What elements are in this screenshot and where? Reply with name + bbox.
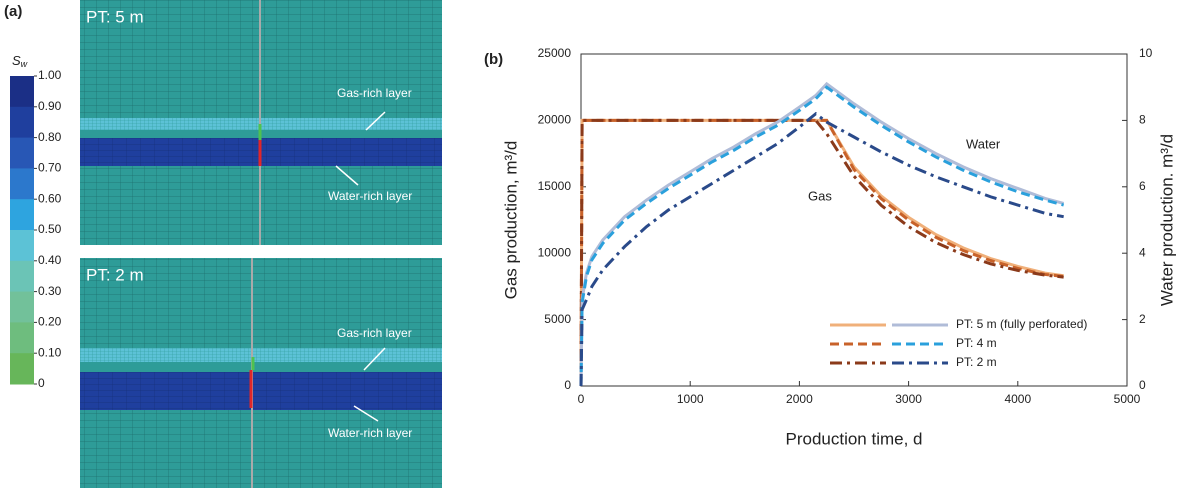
- y2-tick-label: 2: [1139, 312, 1146, 326]
- x-tick-label: 1000: [677, 392, 704, 406]
- panel-label: (a): [4, 3, 22, 20]
- view-image: [80, 258, 442, 488]
- y-axis-title: Gas production, m³/d: [501, 141, 520, 300]
- series-line: [579, 111, 1064, 387]
- x-tick-label: 0: [578, 392, 585, 406]
- y2-tick-label: 0: [1139, 378, 1146, 392]
- series-line: [579, 85, 1065, 387]
- colorbar-tick-label: 0.50: [38, 222, 62, 236]
- legend-label: PT: 2 m: [956, 355, 997, 369]
- x-tick-label: 2000: [786, 392, 813, 406]
- colorbar-tick-label: 0.30: [38, 284, 62, 298]
- y-tick-label: 5000: [544, 312, 571, 326]
- y-tick-label: 0: [564, 378, 571, 392]
- colorbar-title: Sw: [12, 53, 28, 69]
- colorbar-tick-label: 0.40: [38, 253, 62, 267]
- colorbar-tick-label: 0: [38, 376, 45, 390]
- view-label: PT: 2 m: [86, 265, 144, 284]
- x-tick-label: 4000: [1004, 392, 1031, 406]
- colorbar-band: [10, 76, 34, 108]
- gas-layer-label: Gas-rich layer: [337, 86, 412, 100]
- y2-tick-label: 4: [1139, 245, 1146, 259]
- panel-label: (b): [484, 51, 503, 68]
- gas-layer-label: Gas-rich layer: [337, 326, 412, 340]
- x-axis-title: Production time, d: [785, 429, 922, 448]
- annotation: Water: [966, 136, 1001, 151]
- colorbar: 1.00 0.90 0.80 0.70 0.60 0.50 0.40 0.30 0.20 0.10…: [10, 68, 62, 390]
- y-tick-label: 20000: [538, 113, 572, 127]
- colorbar-tick-label: 0.10: [38, 345, 62, 359]
- colorbar-band: [10, 199, 34, 231]
- legend-label: PT: 5 m (fully perforated): [956, 317, 1087, 331]
- x-tick-label: 3000: [895, 392, 922, 406]
- x-tick-label: 5000: [1114, 392, 1141, 406]
- view-image: [80, 0, 442, 245]
- colorbar-band: [10, 230, 34, 262]
- series-line: [579, 81, 1065, 387]
- colorbar-tick-label: 0.70: [38, 161, 62, 175]
- annotation: Gas: [808, 188, 832, 203]
- plot-area: 0 1000 2000 3000 4000 50000500010000150002000…: [538, 46, 1153, 406]
- colorbar-band: [10, 260, 34, 293]
- colorbar-title-main: S: [12, 53, 21, 68]
- colorbar-band: [10, 322, 34, 354]
- y2-tick-label: 10: [1139, 46, 1153, 60]
- legend-label: PT: 4 m: [956, 336, 997, 350]
- colorbar-tick-label: 0.60: [38, 191, 62, 205]
- colorbar-tick-label: 0.20: [38, 315, 62, 329]
- y-tick-label: 25000: [538, 46, 572, 60]
- colorbar-title-sub: w: [21, 59, 28, 69]
- y2-tick-label: 6: [1139, 179, 1146, 193]
- y-tick-label: 10000: [538, 245, 572, 259]
- colorbar-band: [10, 291, 34, 323]
- colorbar-tick-label: 1.00: [38, 68, 62, 82]
- colorbar-band: [10, 353, 34, 385]
- y2-tick-label: 8: [1139, 113, 1146, 127]
- colorbar-tick-label: 0.80: [38, 130, 62, 144]
- colorbar-tick-label: 0.90: [38, 99, 62, 113]
- water-layer-label: Water-rich layer: [328, 189, 412, 203]
- colorbar-band: [10, 137, 34, 169]
- colorbar-band: [10, 168, 34, 200]
- colorbar-band: [10, 106, 34, 139]
- water-layer-label: Water-rich layer: [328, 426, 412, 440]
- y-tick-label: 15000: [538, 179, 572, 193]
- view-label: PT: 5 m: [86, 7, 144, 26]
- y2-axis-title: Water production. m³/d: [1157, 134, 1176, 306]
